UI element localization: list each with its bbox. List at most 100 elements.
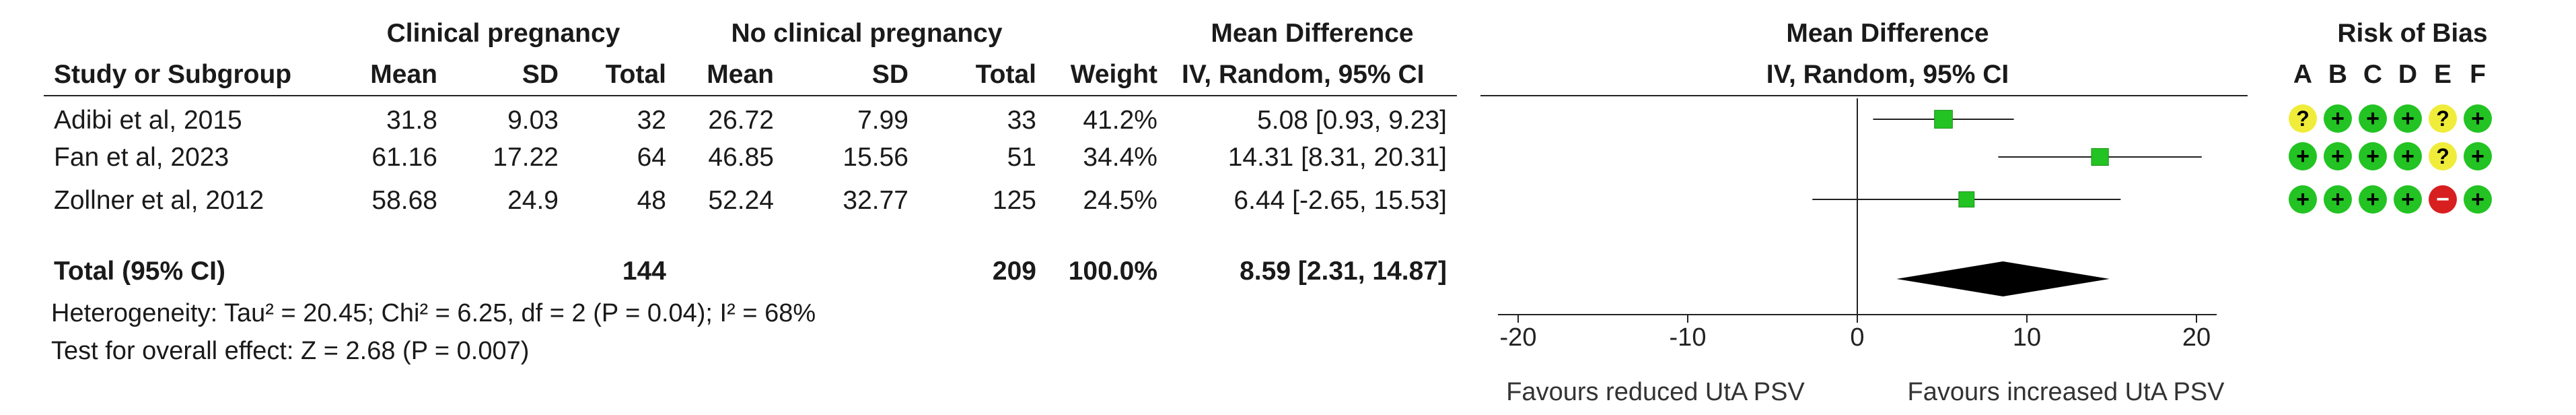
rob-symbol: + — [2366, 143, 2380, 169]
rob-unclear-circle — [2289, 104, 2317, 133]
mean2-value: 46.85 — [708, 143, 774, 172]
rob-symbol: + — [2471, 106, 2484, 131]
rob-low-circle — [2359, 104, 2387, 133]
md-header-title: Mean Difference — [1211, 19, 1414, 48]
x-tick-label: -10 — [1670, 323, 1707, 352]
md-ci-value: 5.08 [0.93, 9.23] — [1257, 106, 1447, 135]
group2-header: No clinical pregnancy — [731, 19, 1003, 48]
total-label: Total (95% CI) — [54, 257, 225, 286]
rob-symbol: + — [2331, 143, 2345, 169]
sd2-value: 15.56 — [843, 143, 908, 172]
rob-low-circle — [2359, 142, 2387, 170]
total2-column-header: Total — [975, 60, 1036, 89]
pooled-diamond — [1896, 261, 2110, 296]
rob-low-circle — [2394, 185, 2422, 214]
study-point-square — [1934, 110, 1953, 129]
total1-sum: 144 — [622, 257, 666, 286]
rob-column-letter: F — [2470, 60, 2486, 89]
plot-header-title: Mean Difference — [1786, 19, 1989, 48]
rob-symbol: + — [2366, 187, 2380, 212]
rob-header-title: Risk of Bias — [2337, 19, 2488, 48]
total1-column-header: Total — [605, 60, 666, 89]
weight-value: 41.2% — [1083, 106, 1157, 135]
rob-symbol: ? — [2296, 106, 2310, 131]
rob-column-letter: E — [2433, 60, 2452, 89]
md-ci-value: 14.31 [8.31, 20.31] — [1227, 143, 1447, 172]
sd1-value: 24.9 — [507, 186, 559, 215]
study-column-header: Study or Subgroup — [54, 60, 292, 89]
rob-symbol: + — [2331, 106, 2345, 131]
study-name: Adibi et al, 2015 — [54, 106, 242, 135]
rob-low-circle — [2464, 185, 2492, 214]
rob-symbol: ? — [2436, 106, 2449, 131]
total1-value: 48 — [637, 186, 666, 215]
total-md-ci: 8.59 [2.31, 14.87] — [1240, 257, 1447, 286]
favours-right-label: Favours increased UtA PSV — [1907, 378, 2225, 406]
rob-symbol: + — [2331, 187, 2345, 212]
mean1-value: 61.16 — [371, 143, 437, 172]
study-point-square — [1958, 191, 1975, 208]
mean1-value: 31.8 — [386, 106, 437, 135]
rob-column-letter: D — [2398, 60, 2418, 89]
rob-low-circle — [2324, 142, 2352, 170]
rob-unclear-circle — [2429, 142, 2457, 170]
rob-low-circle — [2359, 185, 2387, 214]
total2-value: 125 — [992, 186, 1036, 215]
rob-low-circle — [2394, 104, 2422, 133]
total1-value: 64 — [637, 143, 666, 172]
total-weight: 100.0% — [1068, 257, 1157, 286]
rob-low-circle — [2324, 104, 2352, 133]
rob-symbol: + — [2401, 106, 2414, 131]
weight-value: 24.5% — [1083, 186, 1157, 215]
rob-symbol: ? — [2436, 144, 2449, 168]
rob-symbol: + — [2471, 143, 2484, 169]
favours-left-label: Favours reduced UtA PSV — [1506, 378, 1805, 406]
heterogeneity-text: Heterogeneity: Tau² = 20.45; Chi² = 6.25… — [51, 299, 816, 327]
rob-low-circle — [2464, 142, 2492, 170]
md-method-header: IV, Random, 95% CI — [1182, 60, 1425, 89]
sd2-value: 7.99 — [857, 106, 908, 135]
mean1-value: 58.68 — [371, 186, 437, 215]
rob-symbol: + — [2296, 187, 2310, 212]
total2-value: 51 — [1007, 143, 1036, 172]
weight-column-header: Weight — [1070, 60, 1157, 89]
rob-symbol: − — [2436, 187, 2449, 212]
sd2-value: 32.77 — [843, 186, 908, 215]
weight-value: 34.4% — [1083, 143, 1157, 172]
rob-low-circle — [2464, 104, 2492, 133]
rob-low-circle — [2289, 142, 2317, 170]
rob-symbol: + — [2401, 187, 2414, 212]
plot-method-header: IV, Random, 95% CI — [1766, 60, 2009, 89]
total2-value: 33 — [1007, 106, 1036, 135]
rob-column-letter: B — [2328, 60, 2348, 89]
sd2-column-header: SD — [871, 60, 908, 89]
rob-symbol: + — [2471, 187, 2484, 212]
rob-low-circle — [2324, 185, 2352, 214]
study-name: Zollner et al, 2012 — [54, 186, 264, 215]
mean2-column-header: Mean — [707, 60, 774, 89]
rob-symbol: + — [2296, 143, 2310, 169]
sd1-value: 17.22 — [493, 143, 559, 172]
rob-symbol: + — [2366, 106, 2380, 131]
group1-header: Clinical pregnancy — [386, 19, 620, 48]
x-tick-label: 0 — [1850, 323, 1864, 352]
x-tick-label: -20 — [1500, 323, 1537, 352]
study-name: Fan et al, 2023 — [54, 143, 229, 172]
rob-column-letter: C — [2363, 60, 2383, 89]
mean2-value: 52.24 — [708, 186, 774, 215]
mean2-value: 26.72 — [708, 106, 774, 135]
rob-symbol: + — [2401, 143, 2414, 169]
x-tick-label: 10 — [2013, 323, 2041, 352]
rob-low-circle — [2289, 185, 2317, 214]
table-header-rule — [44, 95, 1457, 96]
total1-value: 32 — [637, 106, 666, 135]
total2-sum: 209 — [992, 257, 1036, 286]
md-ci-value: 6.44 [-2.65, 15.53] — [1233, 186, 1447, 215]
rob-unclear-circle — [2429, 104, 2457, 133]
sd1-column-header: SD — [522, 60, 559, 89]
overall-effect-text: Test for overall effect: Z = 2.68 (P = 0… — [51, 337, 530, 365]
rob-column-letter: A — [2293, 60, 2313, 89]
study-point-square — [2091, 148, 2109, 166]
sd1-value: 9.03 — [507, 106, 559, 135]
